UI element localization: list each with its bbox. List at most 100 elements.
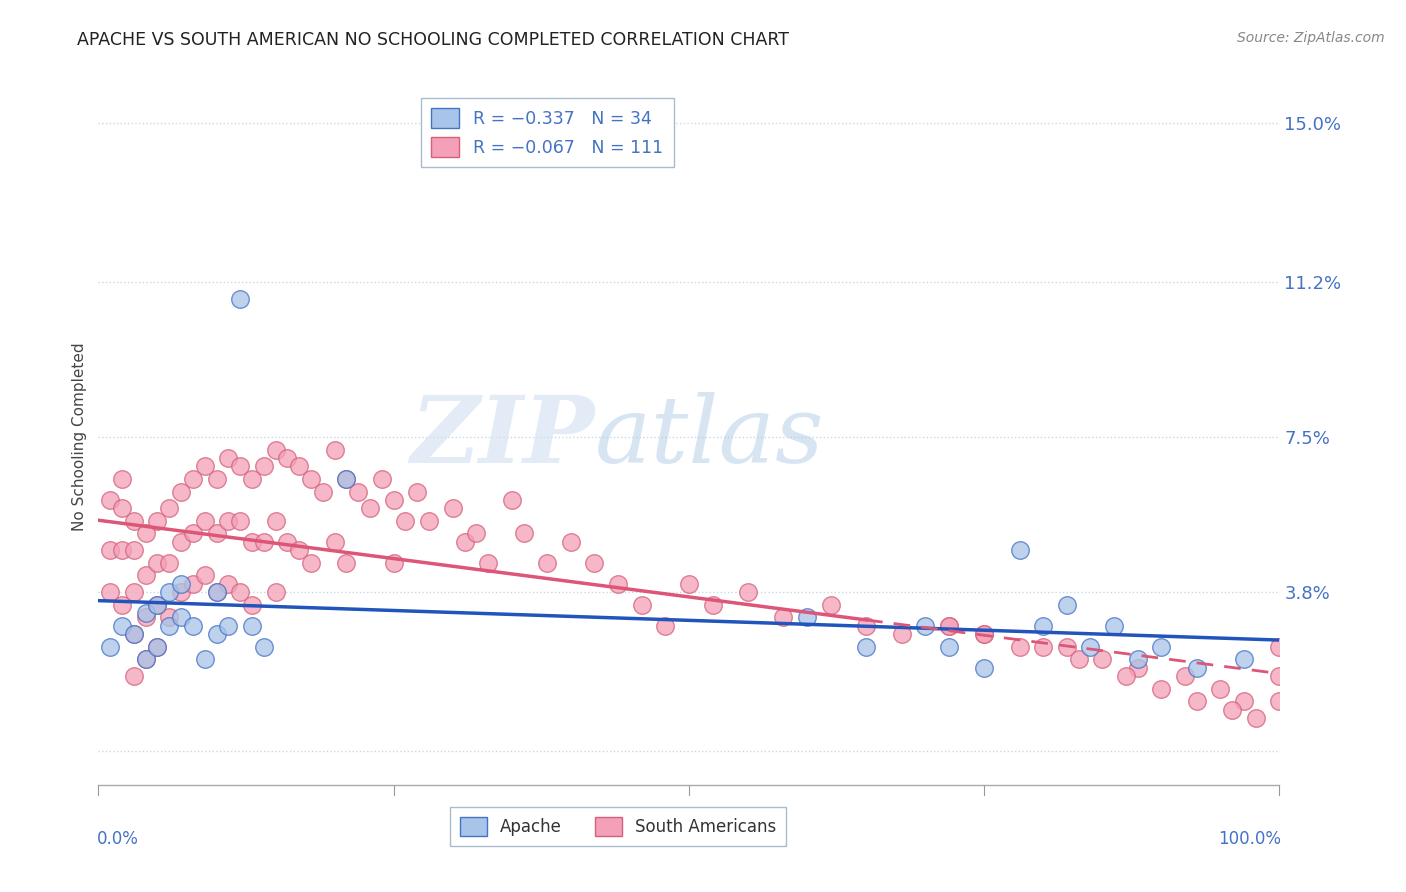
Point (240, 618, 263, 632)
Point (1268, 640, 1291, 654)
Point (135, 652, 157, 666)
Point (181, 526, 204, 541)
Point (240, 472, 263, 486)
Point (146, 556, 169, 570)
Point (288, 543, 311, 558)
Point (135, 610, 157, 624)
Point (938, 640, 960, 654)
Point (1102, 618, 1125, 632)
Point (323, 442, 346, 457)
Point (465, 526, 488, 541)
Point (1008, 640, 1031, 654)
Point (170, 585, 193, 599)
Point (264, 442, 287, 457)
Point (288, 459, 311, 474)
Point (382, 556, 405, 570)
Point (135, 526, 157, 541)
Point (98, 492, 121, 507)
Point (335, 472, 357, 486)
Point (1056, 598, 1078, 612)
Point (217, 618, 239, 632)
Point (194, 514, 217, 528)
Point (1150, 681, 1173, 696)
Point (276, 534, 298, 549)
Point (205, 526, 228, 541)
Point (1244, 711, 1267, 725)
Point (855, 618, 877, 632)
Point (855, 640, 877, 654)
Legend: Apache, South Americans: Apache, South Americans (450, 807, 786, 847)
Point (299, 472, 322, 486)
Text: atlas: atlas (595, 392, 824, 482)
Point (512, 526, 534, 541)
Point (111, 618, 134, 632)
Point (973, 627, 995, 641)
Point (111, 501, 134, 516)
Point (299, 556, 322, 570)
Point (973, 627, 995, 641)
Point (240, 598, 263, 612)
Point (335, 472, 357, 486)
Point (406, 484, 429, 499)
Point (229, 585, 252, 599)
Point (157, 501, 180, 516)
Point (170, 576, 193, 591)
Point (157, 618, 180, 632)
Text: 0.0%: 0.0% (97, 830, 139, 848)
Point (217, 514, 239, 528)
Point (157, 556, 180, 570)
Point (111, 472, 134, 486)
Point (157, 585, 180, 599)
Point (264, 585, 287, 599)
Point (111, 543, 134, 558)
Point (1220, 702, 1243, 716)
Point (111, 598, 134, 612)
Point (678, 576, 700, 591)
Point (122, 543, 145, 558)
Point (347, 484, 370, 499)
Text: ZIP: ZIP (411, 392, 595, 482)
Point (914, 618, 936, 632)
Point (1185, 694, 1208, 708)
Point (205, 585, 228, 599)
Point (122, 514, 145, 528)
Point (890, 627, 912, 641)
Point (181, 576, 204, 591)
Point (1233, 694, 1256, 708)
Point (335, 556, 357, 570)
Point (1056, 640, 1078, 654)
Point (737, 585, 759, 599)
Point (1174, 669, 1197, 683)
Point (122, 627, 145, 641)
Point (418, 514, 440, 528)
Point (501, 492, 523, 507)
Point (1032, 618, 1054, 632)
Point (583, 556, 606, 570)
Point (1185, 660, 1208, 674)
Point (453, 534, 475, 549)
Point (560, 534, 582, 549)
Point (170, 610, 193, 624)
Point (276, 450, 298, 465)
Point (1008, 543, 1031, 558)
Point (973, 660, 995, 674)
Point (938, 618, 960, 632)
Point (229, 459, 252, 474)
Point (264, 514, 287, 528)
Point (229, 292, 252, 306)
Point (607, 576, 630, 591)
Point (205, 585, 228, 599)
Point (371, 472, 394, 486)
Point (630, 598, 652, 612)
Point (146, 640, 169, 654)
Point (98, 585, 121, 599)
Point (1032, 640, 1054, 654)
Point (1091, 652, 1114, 666)
Point (146, 514, 169, 528)
Point (98, 640, 121, 654)
Point (135, 606, 157, 620)
Point (135, 652, 157, 666)
Point (217, 450, 239, 465)
Point (1115, 669, 1137, 683)
Point (253, 459, 276, 474)
